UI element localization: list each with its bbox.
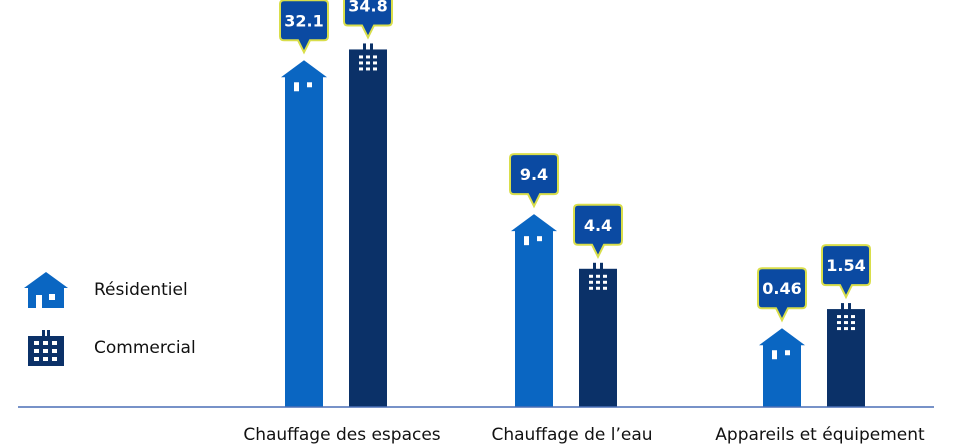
- building-window: [603, 286, 607, 290]
- building-window: [844, 327, 848, 331]
- building-window: [596, 280, 600, 284]
- bar-body: [285, 76, 323, 408]
- bar-body: [515, 230, 553, 407]
- bar-body: [827, 309, 865, 407]
- value-label: 1.54: [826, 256, 865, 275]
- house-window: [537, 236, 542, 242]
- legend-item-commercial: Commercial: [22, 328, 196, 368]
- house-roof-icon: [759, 328, 805, 346]
- building-window: [359, 61, 363, 65]
- house-window: [307, 82, 312, 88]
- house-door: [294, 82, 299, 92]
- bar-commercial-1: 4.4: [573, 203, 623, 407]
- bar-commercial-2: 1.54: [821, 244, 871, 407]
- building-window: [851, 315, 855, 319]
- building-window: [844, 315, 848, 319]
- building-window: [366, 67, 370, 71]
- building-antenna: [848, 303, 851, 311]
- building-window: [603, 274, 607, 278]
- value-bubble-shape: [509, 153, 559, 209]
- bar-body: [763, 344, 801, 407]
- building-antenna: [370, 43, 373, 51]
- building-antenna: [841, 303, 844, 311]
- building-antenna: [363, 43, 366, 51]
- category-label-0: Chauffage des espaces: [243, 425, 440, 445]
- bar-body: [349, 49, 387, 407]
- value-label: 32.1: [284, 11, 323, 30]
- building-window: [851, 321, 855, 325]
- legend-label-residentiel: Résidentiel: [94, 280, 188, 300]
- building-window: [359, 67, 363, 71]
- building-icon: [28, 330, 64, 366]
- building-antenna: [600, 262, 603, 270]
- value-bubble-shape: [821, 244, 871, 300]
- value-bubble: 9.4: [509, 153, 559, 209]
- legend-item-residentiel: Résidentiel: [22, 270, 188, 310]
- legend-label-commercial: Commercial: [94, 338, 196, 358]
- value-label: 4.4: [584, 216, 612, 235]
- value-label: 9.4: [520, 165, 548, 184]
- value-bubble: 1.54: [821, 244, 871, 300]
- building-window: [373, 67, 377, 71]
- value-label: 34.8: [348, 0, 387, 15]
- house-roof-icon: [281, 60, 327, 78]
- bar-residentiel-1: 9.4: [509, 153, 559, 407]
- chart-marks: 32.1 34.8 9.4 4.4 0.46 1.54: [279, 0, 871, 408]
- value-bubble-shape: [573, 203, 623, 260]
- building-window: [366, 55, 370, 59]
- building-window: [373, 55, 377, 59]
- bar-body: [579, 268, 617, 407]
- building-window: [844, 321, 848, 325]
- bar-residentiel-2: 0.46: [757, 267, 807, 407]
- building-window: [596, 274, 600, 278]
- building-window: [603, 280, 607, 284]
- house-door: [524, 236, 529, 246]
- value-bubble-shape: [343, 0, 393, 40]
- building-window: [589, 274, 593, 278]
- house-window: [785, 350, 790, 356]
- house-door: [772, 350, 777, 360]
- category-label-2: Appareils et équipement: [715, 425, 925, 445]
- building-window: [851, 327, 855, 331]
- house-icon: [24, 272, 68, 308]
- building-window: [366, 61, 370, 65]
- building-window: [837, 327, 841, 331]
- building-window: [837, 321, 841, 325]
- category-labels: Chauffage des espaces Chauffage de l’eau A…: [243, 425, 925, 445]
- value-bubble-shape: [279, 0, 329, 55]
- building-antenna: [593, 262, 596, 270]
- value-bubble: 32.1: [279, 0, 329, 55]
- house-roof-icon: [511, 214, 557, 232]
- building-window: [359, 55, 363, 59]
- building-window: [589, 286, 593, 290]
- value-bubble-shape: [757, 267, 807, 323]
- category-label-1: Chauffage de l’eau: [491, 425, 652, 445]
- building-window: [589, 280, 593, 284]
- value-label: 0.46: [762, 279, 801, 298]
- value-bubble: 34.8: [343, 0, 393, 40]
- value-bubble: 0.46: [757, 267, 807, 323]
- bar-residentiel-0: 32.1: [279, 0, 329, 408]
- bar-commercial-0: 34.8: [343, 0, 393, 407]
- building-window: [373, 61, 377, 65]
- building-window: [596, 286, 600, 290]
- building-window: [837, 315, 841, 319]
- value-bubble: 4.4: [573, 203, 623, 260]
